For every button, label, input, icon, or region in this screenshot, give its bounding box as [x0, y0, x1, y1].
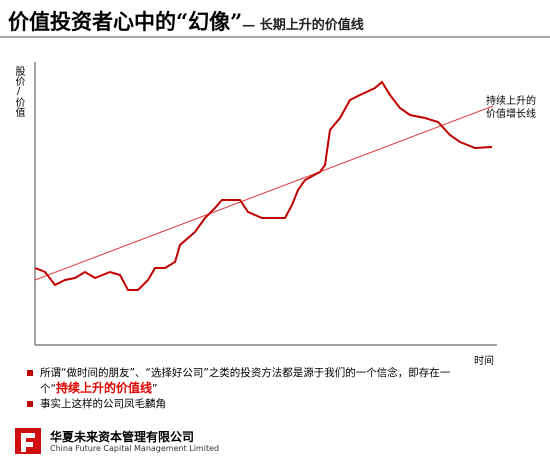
annotation-line: 持续上升的 [486, 96, 536, 107]
logo-mark [21, 433, 35, 452]
bullet-text: 所谓“做时间的朋友”、“选择好公司”之类的投资方法都是源于我们的一个信念，即存在… [40, 367, 451, 395]
title-sub: — 长期上升的价值线 [242, 18, 364, 33]
annotation-line: 价值增长线 [486, 109, 536, 120]
company-name-en: China Future Capital Management Limited [50, 444, 220, 453]
bullet: 事实上这样的公司凤毛麟角 [27, 397, 470, 412]
bullet: 所谓“做时间的朋友”、“选择好公司”之类的投资方法都是源于我们的一个信念，即存在… [27, 366, 470, 397]
bullet-text: 事实上这样的公司凤毛麟角 [40, 398, 166, 410]
title-main: 价值投资者心中的“幻像” [8, 9, 243, 34]
x-axis-label: 时间 [474, 356, 494, 367]
logo [15, 428, 41, 454]
bullet-text: ” [151, 383, 158, 395]
annotation: 持续上升的 价值增长线 [486, 95, 536, 121]
bullet-highlight: 持续上升的价值线 [55, 381, 152, 395]
value-line [34, 105, 494, 281]
y-axis-label: 股价/价值 [13, 66, 24, 117]
price-curve [34, 80, 493, 291]
title: 价值投资者心中的“幻像”— 长期上升的价值线 [8, 6, 364, 36]
company-name: 华夏未来资本管理有限公司 [50, 430, 195, 444]
